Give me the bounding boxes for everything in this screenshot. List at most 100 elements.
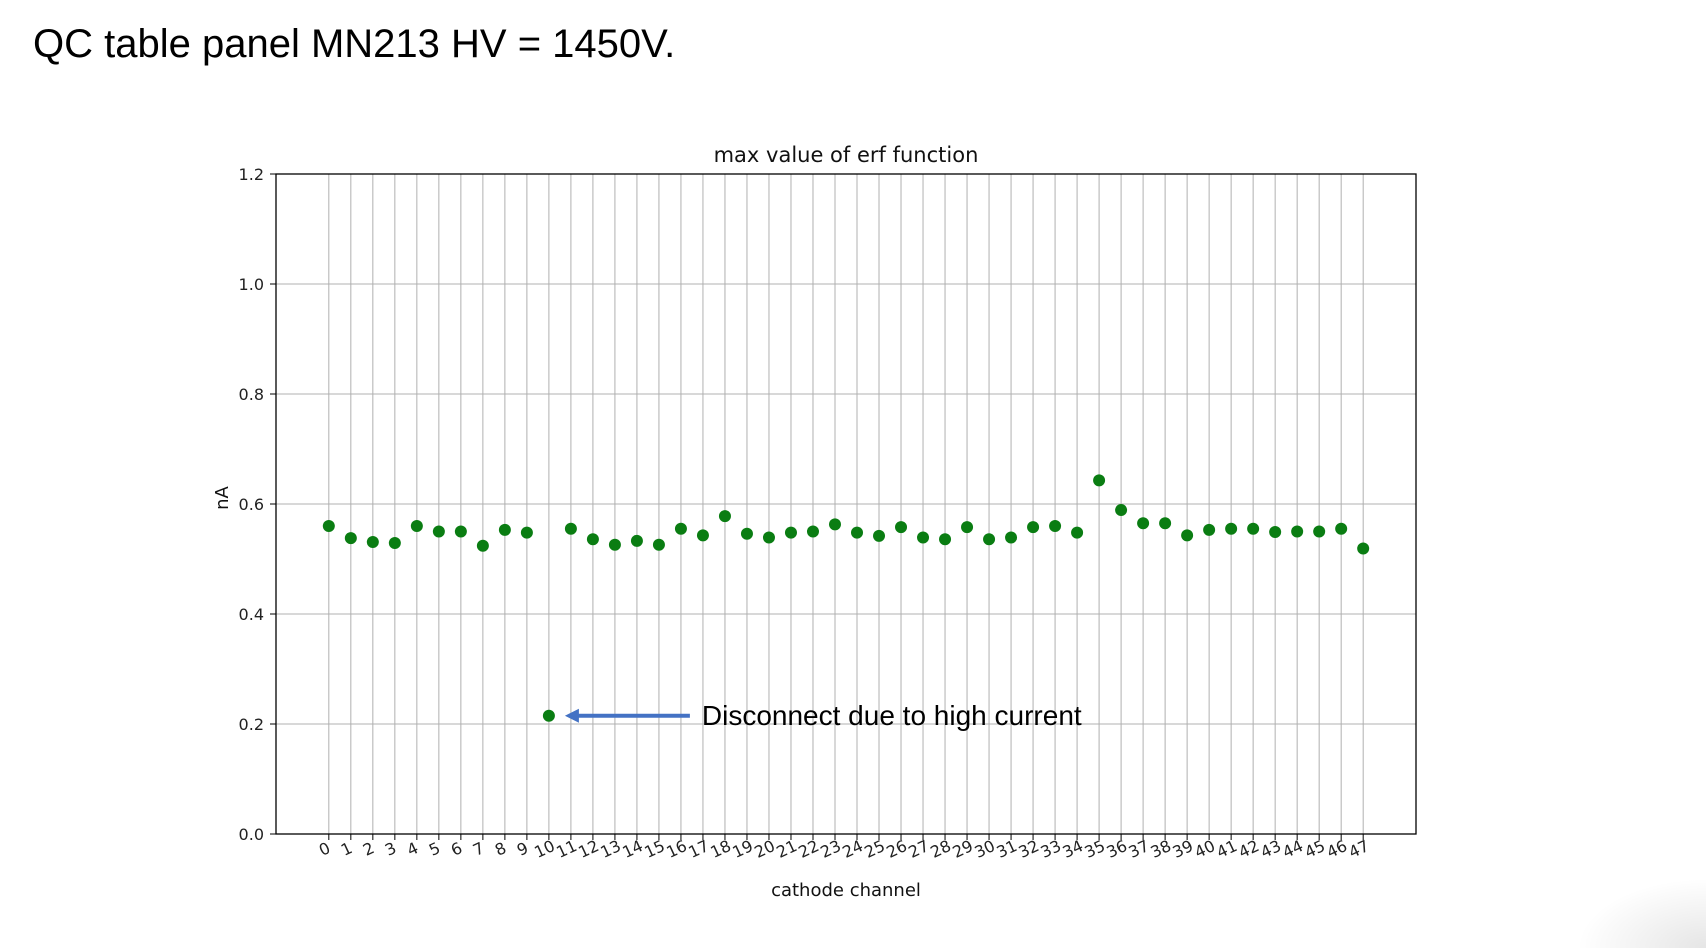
data-point (1203, 523, 1216, 536)
chart-title: max value of erf function (714, 143, 979, 167)
data-point (1313, 525, 1326, 538)
x-axis-label: cathode channel (771, 880, 921, 901)
x-tick-label: 17 (685, 836, 711, 862)
y-axis-label: nA (212, 485, 233, 509)
x-tick-label: 34 (1060, 836, 1086, 862)
x-tick-label: 47 (1346, 836, 1372, 862)
x-tick-label: 36 (1104, 836, 1130, 862)
data-point (520, 526, 533, 539)
x-tick-label: 26 (883, 836, 909, 862)
grid-lines (276, 173, 1416, 835)
x-tick-label: 3 (382, 838, 399, 860)
x-tick-label: 33 (1038, 836, 1064, 862)
data-point (718, 510, 731, 523)
x-tick-label: 22 (795, 836, 821, 862)
y-tick-label: 0.6 (239, 495, 264, 514)
x-tick-label: 11 (553, 836, 579, 862)
data-point (828, 518, 841, 531)
data-point (476, 539, 489, 552)
slide-title: QC table panel MN213 HV = 1450V. (33, 22, 676, 66)
data-point (564, 522, 577, 535)
data-point (1291, 525, 1304, 538)
x-tick-label: 35 (1082, 836, 1108, 862)
data-point (1115, 504, 1128, 517)
data-point (696, 529, 709, 542)
data-point (608, 538, 621, 551)
y-tick-label: 0.2 (239, 715, 264, 734)
x-tick-label: 37 (1126, 836, 1152, 862)
data-point (344, 532, 357, 545)
data-point (1247, 522, 1260, 535)
data-point (740, 527, 753, 540)
x-tick-label: 44 (1280, 836, 1306, 862)
x-tick-label: 32 (1016, 836, 1042, 862)
x-axis-ticks: 0 1 2 3 4 5 6 7 8 9 101112131415161718192021222324… (316, 834, 1372, 862)
x-tick-label: 28 (927, 836, 953, 862)
x-tick-label: 2 (360, 838, 377, 860)
x-tick-label: 31 (993, 836, 1019, 862)
x-tick-label: 41 (1214, 836, 1240, 862)
data-point (1137, 517, 1150, 530)
y-tick-label: 0.4 (239, 605, 264, 624)
data-point (674, 522, 687, 535)
data-point (895, 521, 908, 534)
y-tick-label: 0.0 (239, 825, 264, 844)
data-point (961, 521, 974, 534)
x-tick-label: 18 (707, 836, 733, 862)
data-point (1159, 517, 1172, 530)
data-point (1027, 521, 1040, 534)
corner-shadow (1576, 878, 1706, 948)
x-tick-label: 27 (905, 836, 931, 862)
data-point (1049, 520, 1062, 532)
y-tick-label: 0.8 (239, 385, 264, 404)
data-point (762, 531, 775, 544)
x-tick-label: 5 (426, 838, 443, 860)
data-point (784, 526, 797, 539)
x-tick-label: 7 (470, 838, 487, 860)
x-tick-label: 29 (949, 836, 975, 862)
x-tick-label: 15 (641, 836, 667, 862)
data-point (586, 533, 599, 546)
x-tick-label: 16 (663, 836, 689, 862)
data-point (1357, 542, 1370, 555)
x-tick-label: 13 (597, 836, 623, 862)
x-tick-label: 14 (619, 836, 645, 862)
x-tick-label: 9 (514, 838, 531, 860)
y-tick-label: 1.0 (239, 275, 264, 294)
x-tick-label: 1 (338, 838, 355, 860)
annotation-text: Disconnect due to high current (702, 700, 1082, 731)
data-point (1225, 522, 1238, 535)
x-tick-label: 0 (316, 838, 333, 860)
data-point (630, 534, 643, 547)
x-tick-label: 24 (839, 836, 865, 862)
data-points (322, 474, 1370, 722)
x-tick-label: 43 (1258, 836, 1284, 862)
annotation-arrowhead (564, 708, 579, 723)
data-point (1005, 531, 1018, 544)
y-tick-label: 1.2 (239, 165, 264, 184)
x-tick-label: 19 (729, 836, 755, 862)
x-tick-label: 39 (1170, 836, 1196, 862)
data-point (917, 531, 930, 544)
x-tick-label: 38 (1148, 836, 1174, 862)
data-point (1335, 522, 1348, 535)
y-axis-ticks: 0.0 0.2 0.4 0.6 0.8 1.0 1.2 (239, 165, 276, 844)
data-point (983, 533, 996, 546)
data-point (806, 525, 819, 538)
data-point (432, 525, 445, 538)
x-tick-label: 8 (492, 838, 509, 860)
data-point (873, 529, 886, 542)
data-point (388, 537, 401, 550)
data-point (322, 520, 335, 532)
data-point (939, 533, 952, 546)
x-tick-label: 4 (404, 838, 421, 860)
data-point (652, 538, 665, 551)
x-tick-label: 45 (1302, 836, 1328, 862)
x-tick-label: 46 (1324, 836, 1350, 862)
data-point (1181, 529, 1194, 542)
data-point (1269, 526, 1282, 539)
x-tick-label: 10 (531, 836, 557, 862)
x-tick-label: 23 (817, 836, 843, 862)
x-tick-label: 6 (448, 838, 465, 860)
x-tick-label: 40 (1192, 836, 1218, 862)
